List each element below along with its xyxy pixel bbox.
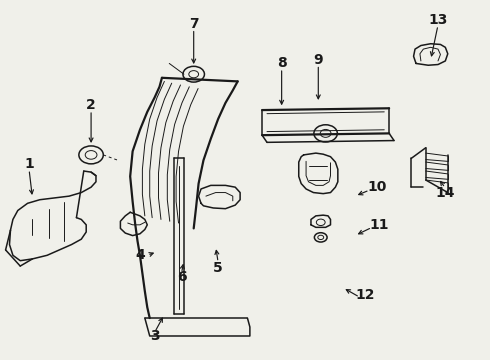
- Text: 3: 3: [150, 329, 159, 343]
- Text: 1: 1: [24, 157, 34, 171]
- Text: 9: 9: [314, 53, 323, 67]
- Text: 13: 13: [428, 13, 448, 27]
- Text: 5: 5: [213, 261, 223, 275]
- Text: 14: 14: [436, 185, 455, 199]
- Text: 11: 11: [369, 218, 389, 232]
- Text: 10: 10: [367, 180, 387, 194]
- Text: 2: 2: [86, 98, 96, 112]
- Text: 8: 8: [277, 57, 287, 71]
- Text: 12: 12: [355, 288, 374, 302]
- Text: 7: 7: [189, 17, 198, 31]
- Text: 4: 4: [135, 248, 145, 262]
- Text: 6: 6: [177, 270, 186, 284]
